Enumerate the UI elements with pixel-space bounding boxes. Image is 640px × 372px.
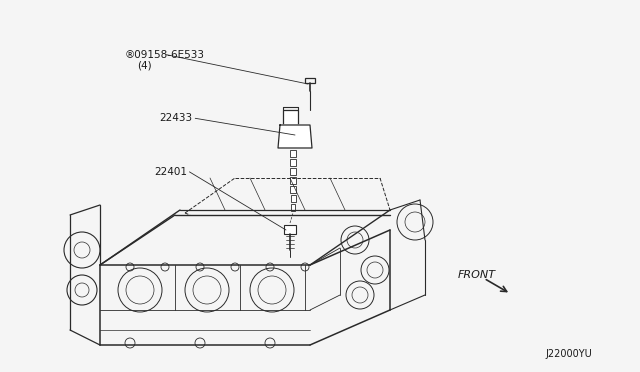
Text: J22000YU: J22000YU: [545, 349, 592, 359]
Bar: [305, 78, 315, 83]
Bar: [290, 168, 296, 175]
Bar: [291, 186, 296, 193]
Bar: [284, 225, 296, 234]
Bar: [283, 110, 298, 125]
Bar: [290, 159, 296, 166]
Bar: [290, 150, 296, 157]
Text: 22433: 22433: [159, 113, 192, 123]
Text: 22401: 22401: [154, 167, 187, 177]
Text: FRONT: FRONT: [458, 270, 495, 280]
Bar: [291, 195, 296, 202]
Polygon shape: [278, 125, 312, 148]
Text: ®09158-6E533: ®09158-6E533: [125, 50, 205, 60]
Text: (4): (4): [138, 60, 152, 70]
Bar: [291, 177, 296, 184]
Bar: [291, 204, 296, 211]
